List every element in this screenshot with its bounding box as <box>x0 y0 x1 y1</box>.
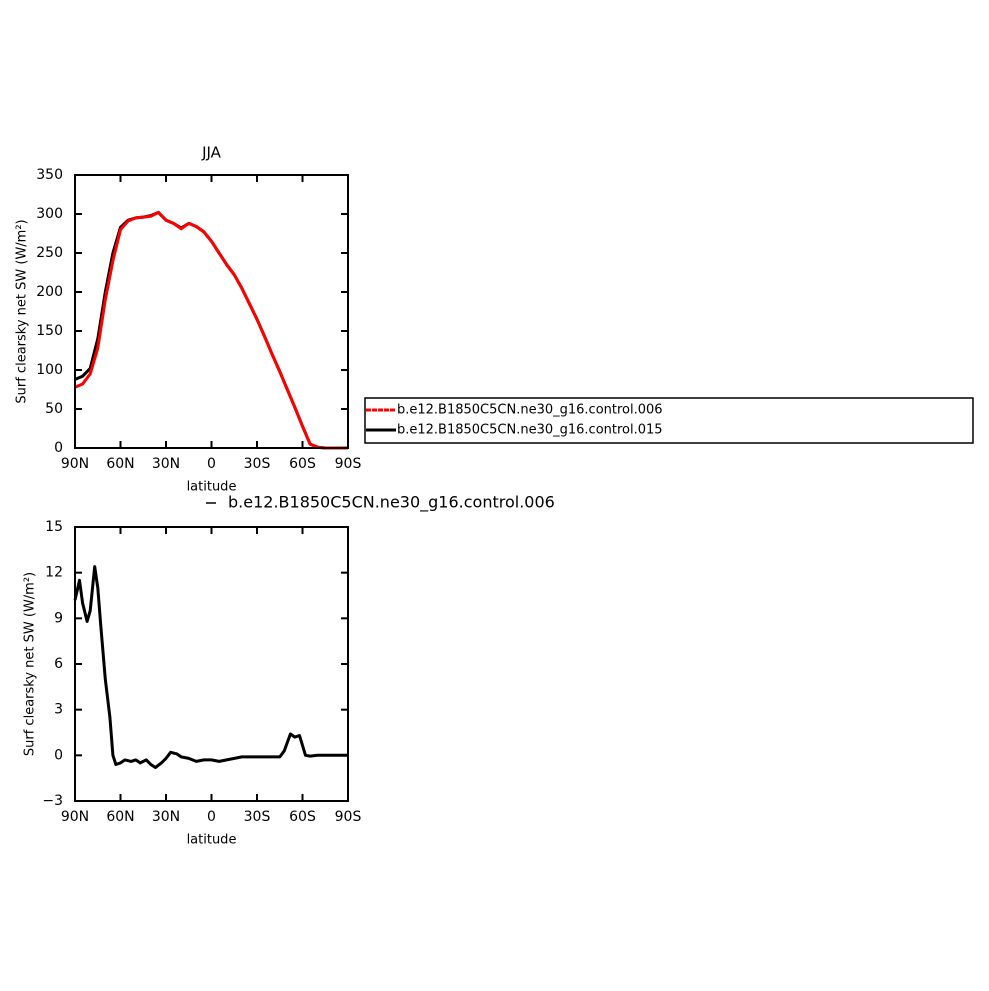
x-tick-label: 0 <box>207 809 216 825</box>
legend-label: b.e12.B1850C5CN.ne30_g16.control.015 <box>397 423 663 438</box>
x-tick-label: 30N <box>152 456 180 472</box>
x-tick-label: 90N <box>61 456 89 472</box>
x-tick-label: 90S <box>335 456 362 472</box>
x-axis-label: latitude <box>187 833 237 848</box>
y-tick-label: 250 <box>36 245 63 261</box>
x-tick-label: 60S <box>289 809 316 825</box>
x-tick-label: 30S <box>244 809 271 825</box>
y-tick-label: −3 <box>42 793 63 809</box>
legend-label: b.e12.B1850C5CN.ne30_g16.control.006 <box>397 403 663 418</box>
legend-label: b.e12.B1850C5CN.ne30_g16.control.006 <box>228 493 555 513</box>
x-tick-label: 90N <box>61 809 89 825</box>
y-tick-label: 200 <box>36 284 63 300</box>
y-axis-label: Surf clearsky net SW (W/m²) <box>23 572 38 756</box>
x-tick-label: 0 <box>207 456 216 472</box>
x-tick-label: 90S <box>335 809 362 825</box>
x-tick-label: 60S <box>289 456 316 472</box>
y-tick-label: 300 <box>36 206 63 222</box>
y-tick-label: 15 <box>45 519 63 535</box>
x-tick-label: 60N <box>106 809 134 825</box>
series-line <box>74 210 348 450</box>
y-tick-label: 150 <box>36 323 63 339</box>
y-tick-label: 350 <box>36 167 63 183</box>
y-tick-label: 0 <box>54 440 63 456</box>
plot-frame <box>74 526 349 802</box>
series-line <box>73 565 348 769</box>
y-tick-label: 9 <box>54 610 63 626</box>
y-axis-label: Surf clearsky net SW (W/m²) <box>15 219 30 403</box>
y-tick-label: 12 <box>45 565 63 581</box>
chart-title: JJA <box>201 144 222 162</box>
y-tick-label: 3 <box>54 702 63 718</box>
x-axis-label: latitude <box>187 480 237 495</box>
x-tick-label: 30N <box>152 809 180 825</box>
y-tick-label: 0 <box>54 747 63 763</box>
y-tick-label: 50 <box>45 401 63 417</box>
legend-box <box>364 397 974 444</box>
x-tick-label: 60N <box>106 456 134 472</box>
x-tick-label: 30S <box>244 456 271 472</box>
y-tick-label: 6 <box>54 656 63 672</box>
y-tick-label: 100 <box>36 362 63 378</box>
plot-frame <box>74 174 349 449</box>
